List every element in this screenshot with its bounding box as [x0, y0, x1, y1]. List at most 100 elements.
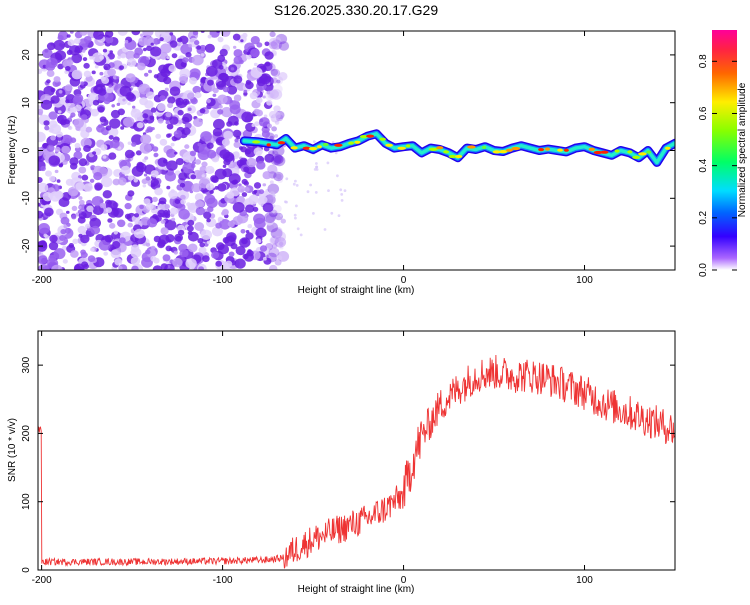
noise-blob [107, 68, 116, 77]
noise-blob [232, 129, 242, 138]
noise-blob [270, 68, 281, 77]
noise-blob [158, 197, 167, 205]
noise-blob [162, 254, 171, 262]
noise-blob [90, 225, 101, 235]
noise-blob [56, 131, 63, 138]
noise-blob [221, 138, 231, 147]
snr-x-ticks: -200 -100 0 100 [32, 331, 593, 586]
noise-blob [146, 218, 158, 228]
noise-blob [105, 125, 112, 131]
noise-blob [190, 174, 197, 180]
noise-blob [77, 225, 87, 234]
signal-hotspot [359, 135, 368, 139]
colorbar-ticks: 0.0 0.2 0.4 0.6 0.8 [698, 54, 737, 277]
noise-blob [117, 55, 121, 60]
noise-blob [285, 200, 288, 204]
snr-y-label: SNR (10 * v/v) [7, 418, 18, 482]
noise-blob [274, 231, 286, 242]
noise-blob [270, 228, 283, 239]
noise-blob [187, 230, 193, 236]
noise-blob [219, 219, 231, 230]
signal-hotspot [506, 148, 513, 152]
signal-hotspot [482, 145, 487, 149]
noise-blob [266, 252, 278, 263]
signal-hotspot [405, 144, 411, 148]
noise-blob [188, 44, 193, 48]
noise-blob [44, 207, 54, 217]
noise-blob [274, 155, 284, 164]
noise-blob [108, 152, 117, 160]
noise-blob [135, 150, 142, 156]
noise-blob [340, 193, 344, 196]
noise-blob [92, 52, 104, 63]
signal-hotspot [511, 146, 521, 151]
noise-blob [98, 124, 103, 128]
noise-blob [143, 119, 148, 124]
noise-blob [102, 155, 107, 159]
noise-blob [235, 246, 246, 256]
noise-blob [254, 121, 260, 127]
noise-blob [171, 53, 178, 59]
x-tick-label: -100 [213, 575, 233, 586]
noise-blob [174, 199, 181, 204]
noise-blob [275, 33, 288, 45]
noise-blob [115, 76, 120, 80]
noise-blob [152, 265, 163, 270]
snr-marks [38, 354, 675, 569]
signal-hotspot [557, 148, 563, 152]
noise-blob [101, 76, 110, 84]
noise-blob [279, 245, 284, 250]
noise-blob [90, 167, 95, 171]
noise-blob [211, 226, 223, 237]
noise-blob [82, 57, 88, 62]
noise-blob [206, 240, 211, 244]
noise-blob [270, 39, 283, 50]
noise-blob [233, 56, 243, 65]
noise-blob [155, 133, 162, 139]
noise-blob [251, 123, 256, 127]
noise-blob [177, 37, 183, 43]
noise-blob [245, 204, 255, 213]
noise-blob [207, 79, 214, 86]
noise-blob [241, 192, 248, 197]
noise-blob [312, 140, 316, 144]
noise-blob [309, 183, 312, 187]
noise-blob [145, 242, 151, 247]
noise-blob [169, 86, 181, 96]
noise-blob [117, 219, 126, 228]
noise-blob [83, 70, 92, 78]
noise-blob [273, 227, 283, 236]
noise-blob [38, 109, 44, 115]
noise-blob [53, 39, 66, 51]
noise-blob [71, 205, 78, 211]
noise-blob [99, 116, 107, 123]
noise-blob [343, 189, 347, 193]
noise-blob [153, 74, 159, 79]
noise-blob [38, 202, 41, 207]
y-tick-label: 0 [21, 567, 32, 573]
noise-blob [69, 31, 74, 34]
noise-blob [195, 206, 205, 216]
noise-blob [123, 116, 135, 128]
noise-blob [337, 214, 341, 218]
noise-blob [232, 151, 240, 158]
noise-blob [179, 249, 189, 258]
noise-blob [275, 169, 278, 173]
noise-blob [74, 45, 84, 54]
noise-blob [216, 138, 222, 144]
noise-blob [200, 131, 213, 142]
noise-blob [245, 81, 254, 90]
noise-blob [154, 187, 163, 196]
noise-blob [60, 216, 70, 225]
noise-blob [231, 179, 238, 185]
noise-blob [315, 162, 318, 165]
noise-blob [139, 204, 145, 210]
noise-blob [120, 165, 131, 175]
noise-blob [136, 122, 144, 129]
noise-blob [177, 120, 183, 124]
signal-hotspot [366, 134, 375, 138]
noise-blob [262, 202, 274, 213]
noise-blob [167, 96, 176, 104]
noise-blob [198, 266, 204, 270]
noise-blob [46, 57, 58, 69]
